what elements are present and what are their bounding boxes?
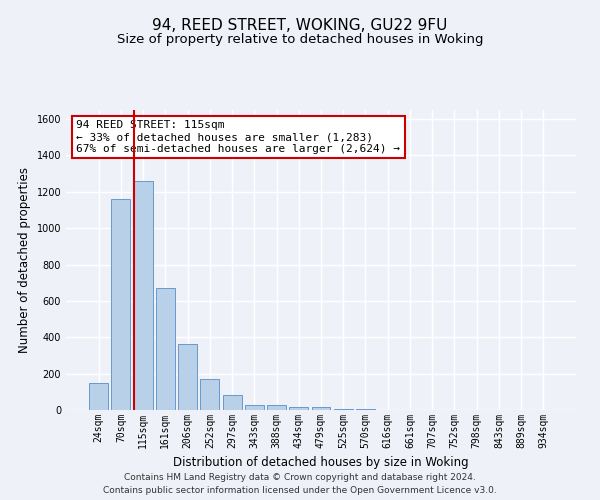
Bar bbox=[245, 404, 264, 410]
Text: 94, REED STREET, WOKING, GU22 9FU: 94, REED STREET, WOKING, GU22 9FU bbox=[152, 18, 448, 32]
Bar bbox=[156, 288, 175, 410]
Text: Contains HM Land Registry data © Crown copyright and database right 2024.: Contains HM Land Registry data © Crown c… bbox=[124, 474, 476, 482]
Text: 94 REED STREET: 115sqm
← 33% of detached houses are smaller (1,283)
67% of semi-: 94 REED STREET: 115sqm ← 33% of detached… bbox=[76, 120, 400, 154]
Bar bbox=[334, 409, 353, 410]
Bar bbox=[178, 344, 197, 410]
Bar bbox=[289, 408, 308, 410]
Bar bbox=[89, 382, 108, 410]
X-axis label: Distribution of detached houses by size in Woking: Distribution of detached houses by size … bbox=[173, 456, 469, 469]
Text: Contains public sector information licensed under the Open Government Licence v3: Contains public sector information licen… bbox=[103, 486, 497, 495]
Y-axis label: Number of detached properties: Number of detached properties bbox=[18, 167, 31, 353]
Bar bbox=[356, 409, 375, 410]
Bar bbox=[200, 379, 219, 410]
Bar bbox=[311, 408, 331, 410]
Text: Size of property relative to detached houses in Woking: Size of property relative to detached ho… bbox=[117, 32, 483, 46]
Bar bbox=[134, 181, 152, 410]
Bar bbox=[112, 199, 130, 410]
Bar bbox=[223, 394, 242, 410]
Bar bbox=[267, 406, 286, 410]
